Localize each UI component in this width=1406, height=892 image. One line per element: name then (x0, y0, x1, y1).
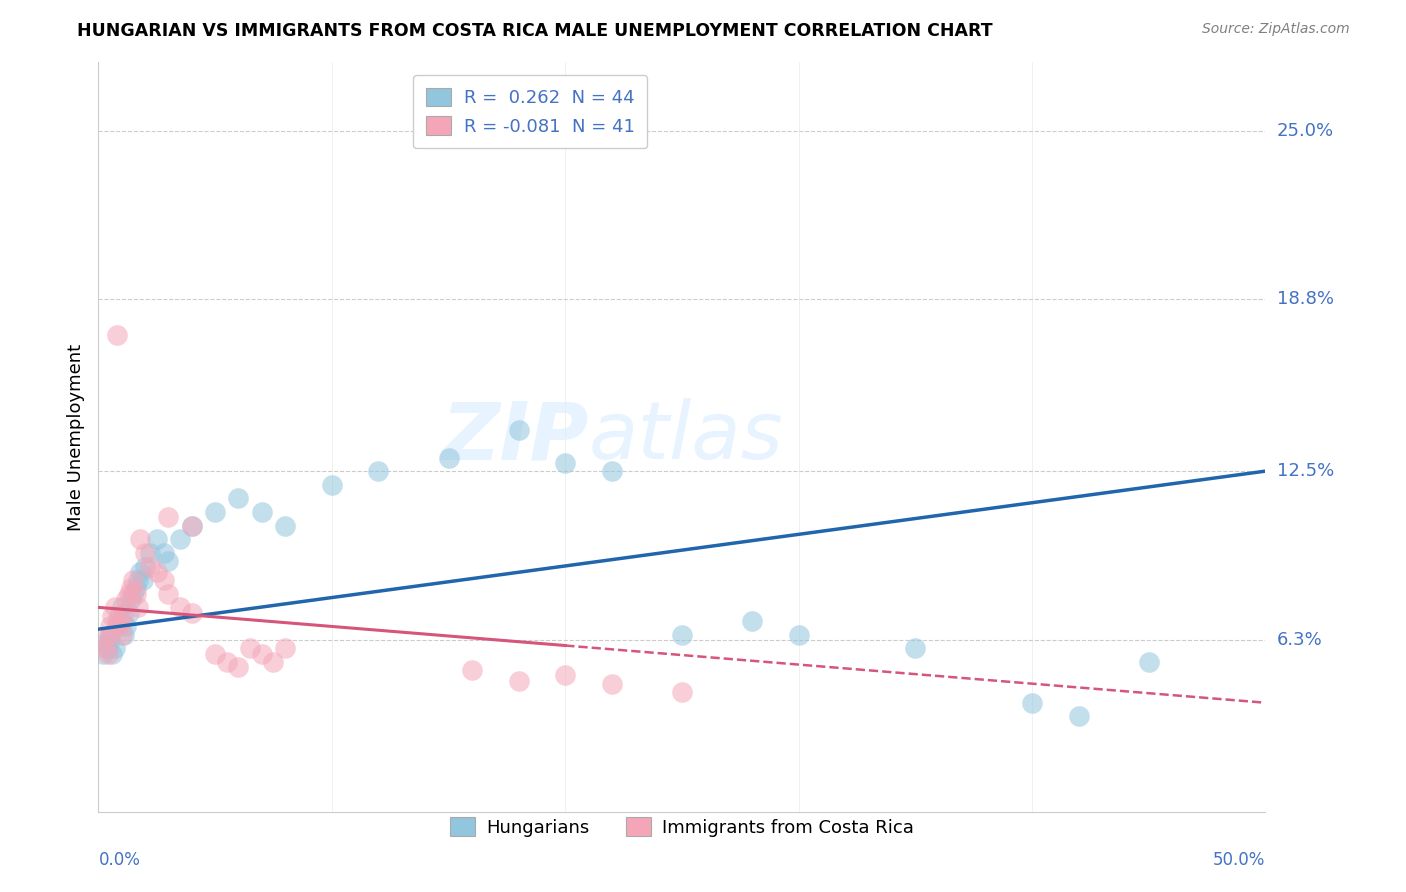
Point (122, 573, 145, 587)
Point (321, 477, 343, 491)
Point (127, 600, 149, 615)
Point (94, 641, 117, 656)
Point (215, 655, 238, 669)
Point (904, 641, 927, 656)
Point (111, 614, 134, 628)
Point (180, 518, 202, 533)
Point (98, 627, 121, 641)
Point (787, 627, 810, 641)
Point (157, 554, 180, 568)
Point (741, 614, 763, 628)
Point (94, 636, 117, 650)
Text: 0.0%: 0.0% (98, 851, 141, 869)
Point (169, 600, 191, 615)
Point (101, 608, 124, 623)
Point (274, 518, 297, 533)
Point (98, 633, 121, 648)
Point (115, 592, 138, 607)
Point (91, 647, 114, 661)
Point (146, 533, 169, 547)
Point (1021, 696, 1043, 710)
Point (139, 559, 162, 574)
Point (671, 627, 693, 641)
Point (152, 573, 174, 587)
Text: Source: ZipAtlas.com: Source: ZipAtlas.com (1202, 22, 1350, 37)
Point (118, 606, 141, 620)
Point (125, 582, 148, 596)
Point (120, 582, 142, 596)
Point (97, 641, 120, 656)
Point (274, 641, 297, 656)
Text: HUNGARIAN VS IMMIGRANTS FROM COSTA RICA MALE UNEMPLOYMENT CORRELATION CHART: HUNGARIAN VS IMMIGRANTS FROM COSTA RICA … (77, 22, 993, 40)
Point (105, 619, 128, 633)
Point (101, 647, 124, 661)
Point (112, 606, 135, 620)
Point (112, 627, 135, 641)
Text: 18.8%: 18.8% (1277, 291, 1333, 309)
Text: 12.5%: 12.5% (1277, 462, 1334, 480)
Point (108, 608, 131, 623)
Point (204, 647, 226, 661)
Point (600, 676, 623, 690)
Point (105, 327, 128, 342)
Point (461, 663, 484, 677)
Point (104, 641, 127, 656)
Point (508, 423, 530, 437)
Point (132, 573, 155, 587)
Point (671, 685, 693, 699)
Text: 50.0%: 50.0% (1213, 851, 1265, 869)
Point (98, 627, 121, 641)
Point (239, 641, 262, 656)
Point (250, 647, 273, 661)
Point (180, 518, 202, 533)
Point (111, 600, 134, 615)
Point (228, 660, 250, 674)
Point (554, 456, 576, 470)
Point (115, 619, 138, 633)
Point (1067, 709, 1090, 723)
Point (111, 627, 134, 641)
Point (122, 587, 145, 601)
Text: 6.3%: 6.3% (1277, 631, 1322, 649)
Point (127, 573, 149, 587)
Point (105, 614, 128, 628)
Point (104, 600, 127, 615)
Point (134, 546, 156, 560)
Point (111, 614, 134, 628)
Point (91, 633, 114, 648)
Point (125, 587, 148, 601)
Point (437, 450, 460, 465)
Point (169, 533, 191, 547)
Point (134, 559, 156, 574)
Text: atlas: atlas (589, 398, 783, 476)
Point (228, 491, 250, 506)
Y-axis label: Male Unemployment: Male Unemployment (66, 343, 84, 531)
Text: ZIP: ZIP (441, 398, 589, 476)
Point (146, 565, 169, 579)
Point (157, 510, 180, 524)
Text: 25.0%: 25.0% (1277, 121, 1334, 139)
Point (157, 587, 180, 601)
Point (152, 546, 174, 560)
Point (180, 606, 202, 620)
Point (262, 655, 284, 669)
Point (97, 647, 120, 661)
Point (554, 668, 576, 682)
Point (367, 464, 389, 478)
Point (129, 533, 152, 547)
Point (1137, 655, 1160, 669)
Point (250, 505, 273, 519)
Point (108, 619, 131, 633)
Point (600, 464, 623, 478)
Point (204, 505, 226, 519)
Point (508, 673, 530, 688)
Point (139, 546, 162, 560)
Point (120, 592, 142, 607)
Point (129, 565, 152, 579)
Legend: Hungarians, Immigrants from Costa Rica: Hungarians, Immigrants from Costa Rica (443, 810, 921, 844)
Point (118, 587, 141, 601)
Point (98, 619, 121, 633)
